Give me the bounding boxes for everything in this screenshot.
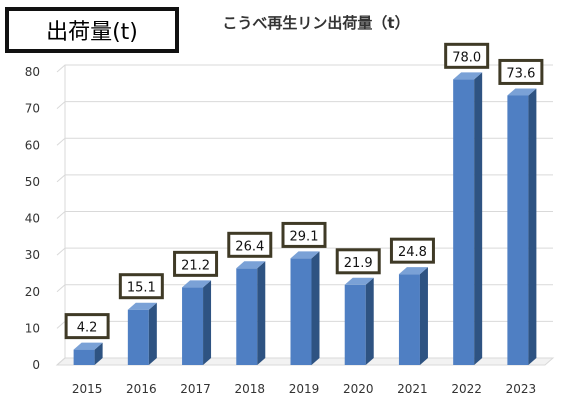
bar-side — [148, 302, 157, 365]
data-label-box — [173, 250, 219, 277]
bar-top — [290, 251, 320, 259]
data-label-text: 73.6 — [506, 66, 535, 81]
bar-top — [236, 261, 266, 269]
data-label-text: 4.2 — [77, 321, 98, 336]
y-axis-ticks: 0 10 20 30 40 50 60 70 80 — [25, 65, 40, 372]
gridline — [56, 211, 553, 219]
data-label-box — [389, 237, 435, 264]
bar — [290, 251, 320, 365]
chart-title: こうべ再生リン出荷量（t） — [222, 14, 410, 32]
data-label: 29.1 — [281, 221, 327, 248]
data-label-box — [118, 273, 164, 300]
gridline — [56, 137, 553, 146]
x-tick-label: 2023 — [506, 382, 537, 396]
data-label: 15.1 — [118, 273, 164, 300]
data-label-text: 15.1 — [127, 281, 156, 296]
bar-front — [398, 274, 420, 365]
x-tick-label: 2017 — [180, 382, 211, 396]
bar-top — [507, 88, 537, 96]
data-label-box — [335, 248, 381, 275]
x-tick-label: 2022 — [451, 382, 482, 396]
data-label-text: 24.8 — [398, 245, 427, 260]
bar — [182, 280, 212, 365]
data-label-text: 26.4 — [235, 239, 264, 254]
gridline — [56, 284, 553, 293]
data-label-text: 78.0 — [452, 50, 481, 65]
x-tick-label: 2016 — [126, 382, 157, 396]
x-tick-label: 2019 — [289, 382, 320, 396]
y-tick-label: 50 — [25, 175, 40, 189]
data-label: 24.8 — [389, 237, 435, 264]
data-label: 78.0 — [444, 42, 490, 69]
bar-top — [344, 277, 374, 285]
bar-side — [203, 280, 212, 365]
y-tick-label: 70 — [25, 102, 40, 116]
bar-side — [474, 72, 483, 365]
data-label-text: 29.1 — [290, 229, 319, 244]
gridline — [56, 357, 553, 366]
x-tick-label: 2020 — [343, 382, 374, 396]
bar-front — [453, 79, 475, 365]
x-axis-ticks: 2015 2016 2017 2018 2019 2020 2021 2022 2023 — [72, 382, 536, 396]
bar-front — [344, 284, 366, 365]
bar-front — [73, 349, 95, 365]
x-tick-label: 2015 — [72, 382, 103, 396]
data-label-text: 21.2 — [181, 258, 210, 273]
bar — [236, 261, 266, 365]
bar — [127, 302, 157, 365]
gridline — [56, 101, 553, 110]
data-label-box — [64, 313, 110, 340]
bar-top — [182, 280, 212, 288]
bar — [344, 277, 374, 365]
unit-badge-label: 出荷量(t) — [46, 20, 138, 45]
gridline — [56, 64, 553, 73]
bar-front — [182, 287, 204, 365]
bar — [398, 267, 428, 365]
bar-top — [127, 302, 157, 310]
bar-side — [419, 267, 428, 365]
bars — [73, 72, 537, 365]
gridline — [56, 174, 553, 183]
bar-side — [94, 342, 103, 365]
y-tick-label: 80 — [25, 65, 40, 79]
bar-side — [311, 251, 320, 365]
bar-side — [257, 261, 266, 365]
y-tick-label: 60 — [25, 138, 40, 152]
data-labels: 4.2 15.1 21.2 26.4 29.1 21.9 24.8 78.0 73.6 — [64, 42, 544, 340]
y-tick-label: 20 — [25, 285, 40, 299]
data-label: 26.4 — [227, 231, 273, 258]
y-tick-label: 0 — [32, 358, 40, 372]
bar-front — [127, 309, 149, 365]
bar-front — [236, 268, 258, 365]
data-label-text: 21.9 — [344, 256, 373, 271]
bar-front — [290, 258, 312, 365]
bar-top — [398, 267, 428, 275]
data-label: 73.6 — [498, 58, 544, 85]
data-label-box — [281, 221, 327, 248]
bar-side — [528, 88, 537, 365]
x-tick-label: 2021 — [397, 382, 428, 396]
bar — [453, 72, 483, 365]
bar-front — [507, 95, 529, 365]
y-tick-label: 40 — [25, 212, 40, 226]
data-label: 4.2 — [64, 313, 110, 340]
data-label-box — [227, 231, 273, 258]
data-label: 21.2 — [173, 250, 219, 277]
x-tick-label: 2018 — [235, 382, 266, 396]
y-tick-label: 30 — [25, 248, 40, 262]
bar-top — [453, 72, 483, 80]
data-label: 21.9 — [335, 248, 381, 275]
bar-top — [73, 342, 103, 350]
bar — [507, 88, 537, 365]
data-label-box — [498, 58, 544, 85]
y-tick-label: 10 — [25, 321, 40, 335]
bar — [73, 342, 103, 365]
bar-side — [365, 277, 374, 365]
unit-badge: 出荷量(t) — [5, 7, 179, 53]
data-label-box — [444, 42, 490, 69]
